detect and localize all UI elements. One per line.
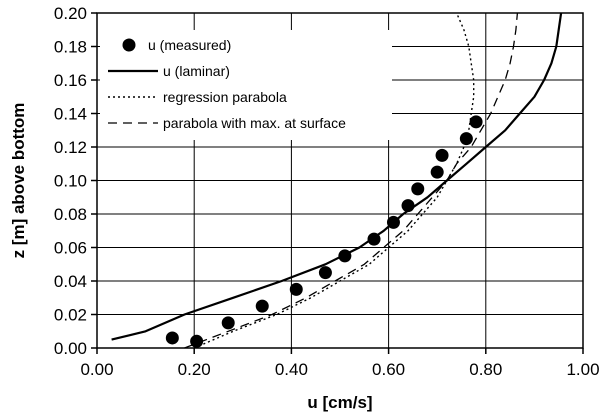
series-parabola-with-max-at-surface [184, 12, 519, 349]
ticks [91, 12, 584, 354]
series-regression-parabola [193, 12, 475, 349]
data-point [221, 316, 235, 330]
y-tick-label: 0.20 [54, 4, 87, 23]
x-tick-label: 0.20 [178, 360, 211, 379]
data-point [430, 165, 444, 179]
y-axis-title: z [m] above bottom [9, 103, 28, 259]
x-tick-label: 0.40 [275, 360, 308, 379]
data-point [165, 331, 179, 345]
data-point [190, 334, 204, 348]
tick-labels: 0.00 0.20 0.40 0.60 0.80 1.00 0.00 0.02 0.04 0.06… [54, 4, 600, 379]
series-line [193, 12, 475, 349]
legend-item: u (measured) [122, 37, 231, 53]
x-tick-label: 0.60 [372, 360, 405, 379]
series-u-measured [165, 115, 483, 348]
legend-label: parabola with max. at surface [163, 115, 346, 131]
legend-label: regression parabola [163, 89, 287, 105]
data-point [411, 182, 425, 196]
data-point [459, 132, 473, 146]
legend-label: u (measured) [148, 37, 231, 53]
x-tick-label: 0.00 [80, 360, 113, 379]
legend: u (measured) u (laminar) regression parabo… [100, 30, 392, 140]
x-axis-title: u [cm/s] [307, 393, 372, 412]
x-tick-label: 0.80 [469, 360, 502, 379]
y-tick-label: 0.00 [54, 339, 87, 358]
data-point [401, 199, 415, 213]
y-tick-label: 0.06 [54, 239, 87, 258]
y-tick-label: 0.10 [54, 172, 87, 191]
data-point [255, 299, 269, 313]
data-point [367, 232, 381, 246]
y-tick-label: 0.16 [54, 71, 87, 90]
y-tick-label: 0.12 [54, 138, 87, 157]
series-layer [111, 12, 563, 349]
legend-item: u (laminar) [108, 63, 230, 79]
legend-background [100, 30, 392, 140]
data-point [289, 282, 303, 296]
legend-label: u (laminar) [163, 63, 230, 79]
data-point [338, 249, 352, 263]
legend-marker [122, 38, 136, 52]
y-tick-label: 0.04 [54, 272, 87, 291]
data-point [386, 215, 400, 229]
data-point [469, 115, 483, 129]
x-tick-label: 1.00 [566, 360, 599, 379]
y-tick-label: 0.02 [54, 306, 87, 325]
y-tick-label: 0.14 [54, 105, 87, 124]
data-point [435, 148, 449, 162]
y-tick-label: 0.18 [54, 38, 87, 57]
data-point [318, 266, 332, 280]
series-line [184, 12, 519, 349]
legend-item: parabola with max. at surface [108, 115, 346, 131]
legend-item: regression parabola [108, 89, 287, 105]
y-tick-label: 0.08 [54, 205, 87, 224]
